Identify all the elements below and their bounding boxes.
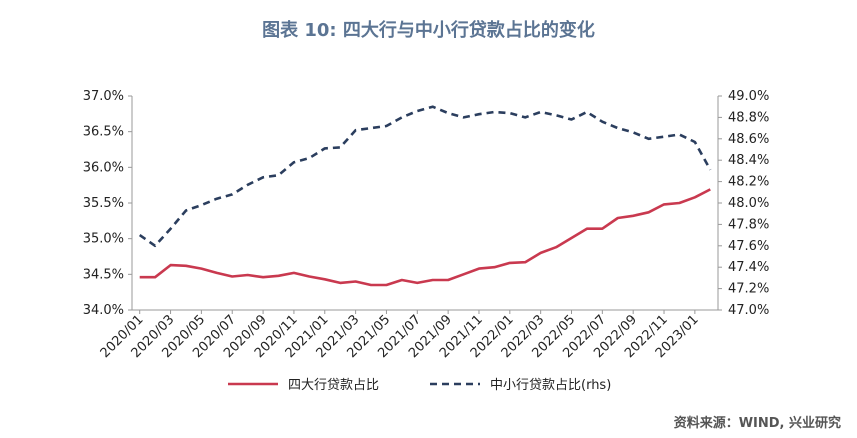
y-right-tick-label: 47.0% [728, 303, 769, 318]
series-line-big-four [139, 188, 711, 287]
series-lines [138, 105, 712, 287]
source-note: 资料来源：WIND, 兴业研究 [673, 416, 841, 431]
y-right-tick-label: 48.2% [728, 175, 769, 190]
y-left-tick-label: 36.5% [83, 125, 124, 140]
legend-label: 四大行贷款占比 [288, 378, 379, 393]
y-left-tick-label: 35.5% [83, 196, 124, 211]
series-line-small-medium [138, 105, 712, 248]
y-left-tick-label: 36.0% [83, 160, 124, 175]
y-right-tick-label: 48.8% [728, 110, 769, 125]
legend: 四大行贷款占比 中小行贷款占比(rhs) [228, 378, 611, 393]
y-left-tick-label: 35.0% [83, 232, 124, 247]
y-right-tick-label: 48.4% [728, 153, 769, 168]
y-left-tick-label: 37.0% [83, 89, 124, 104]
y-left-tick-label: 34.5% [83, 267, 124, 282]
y-right-tick-label: 48.0% [728, 196, 769, 211]
axes: 34.0% 34.5% 35.0% 35.5% 36.0% 36.5% 37.0% 47.0%… [83, 89, 770, 361]
y-right-tick-label: 49.0% [728, 89, 769, 104]
chart-title: 图表 10: 四大行与中小行贷款占比的变化 [262, 20, 595, 41]
y-left-tick-label: 34.0% [83, 303, 124, 318]
y-right-tick-label: 48.6% [728, 132, 769, 147]
legend-label: 中小行贷款占比(rhs) [490, 378, 611, 393]
y-right-tick-label: 47.6% [728, 239, 769, 254]
y-right-tick-label: 47.2% [728, 282, 769, 297]
y-right-tick-label: 47.4% [728, 260, 769, 275]
y-right-tick-label: 47.8% [728, 217, 769, 232]
